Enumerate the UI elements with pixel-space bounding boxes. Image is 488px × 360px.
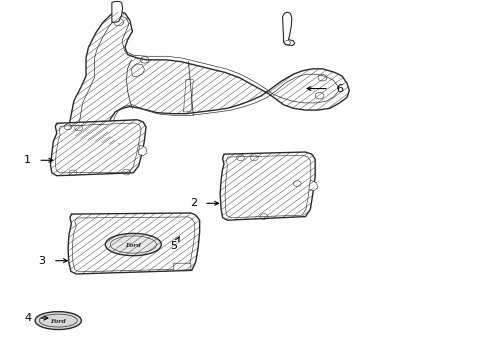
Text: Ford: Ford [50,319,66,324]
Text: 5: 5 [170,241,177,251]
Polygon shape [173,263,190,270]
Polygon shape [50,120,146,176]
Text: Ford: Ford [125,243,141,248]
Text: 1: 1 [24,155,31,165]
Polygon shape [282,12,294,45]
Ellipse shape [35,312,81,329]
Polygon shape [138,145,147,156]
Text: 4: 4 [24,313,31,323]
Polygon shape [308,180,317,191]
Polygon shape [68,213,199,274]
Polygon shape [131,64,144,77]
Polygon shape [69,12,348,144]
Polygon shape [220,152,315,220]
Polygon shape [112,1,122,22]
Text: 6: 6 [335,84,343,94]
Ellipse shape [105,233,161,256]
Text: 3: 3 [39,256,45,266]
Text: 2: 2 [189,198,197,208]
